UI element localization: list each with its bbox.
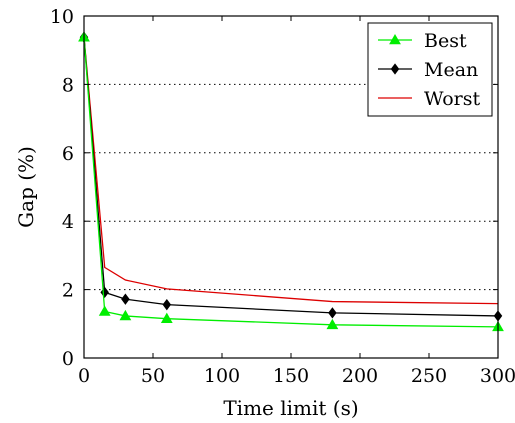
x-tick-label-300: 300	[480, 365, 515, 387]
point-mean-15	[100, 286, 109, 299]
point-best-30	[119, 309, 132, 321]
legend-item-best: Best	[378, 30, 467, 52]
legend-marker-best	[389, 33, 401, 45]
point-best-180	[326, 318, 339, 330]
y-tick-label-2: 2	[62, 280, 74, 302]
point-best-15	[98, 305, 111, 316]
y-tick-label-6: 6	[62, 143, 74, 165]
x-axis-ticks: 0 50 100 150 200 250 300	[78, 16, 515, 387]
point-mean-180	[328, 307, 337, 319]
legend-label-mean: Mean	[424, 59, 478, 81]
y-axis-label: Gap (%)	[14, 146, 38, 228]
series-worst	[83, 37, 499, 305]
y-axis-ticks: 0 2 4 6 8 10	[50, 6, 498, 370]
point-mean-30	[121, 293, 130, 305]
series-line-best	[83, 37, 499, 328]
legend-item-mean: Mean	[378, 59, 478, 81]
legend-marker-mean	[390, 63, 400, 75]
x-tick-label-50: 50	[141, 365, 165, 387]
point-best-60	[160, 312, 173, 323]
x-tick-label-250: 250	[411, 365, 447, 387]
x-tick-label-0: 0	[78, 365, 90, 387]
legend-label-worst: Worst	[424, 88, 481, 110]
y-tick-label-10: 10	[50, 6, 74, 28]
point-mean-60	[162, 298, 172, 311]
series-lines	[78, 31, 504, 332]
series-line-mean	[83, 37, 499, 317]
y-tick-label-4: 4	[62, 211, 74, 233]
series-line-worst	[83, 37, 499, 305]
x-tick-label-200: 200	[342, 365, 378, 387]
series-mean	[79, 31, 503, 322]
y-tick-label-0: 0	[62, 348, 74, 370]
y-tick-label-8: 8	[62, 74, 74, 96]
x-tick-label-100: 100	[204, 365, 240, 387]
legend-label-best: Best	[424, 30, 467, 52]
legend: Best Mean Worst	[367, 22, 493, 117]
x-tick-label-150: 150	[273, 365, 309, 387]
legend-item-worst: Worst	[378, 88, 481, 110]
x-axis-label: Time limit (s)	[223, 396, 358, 420]
